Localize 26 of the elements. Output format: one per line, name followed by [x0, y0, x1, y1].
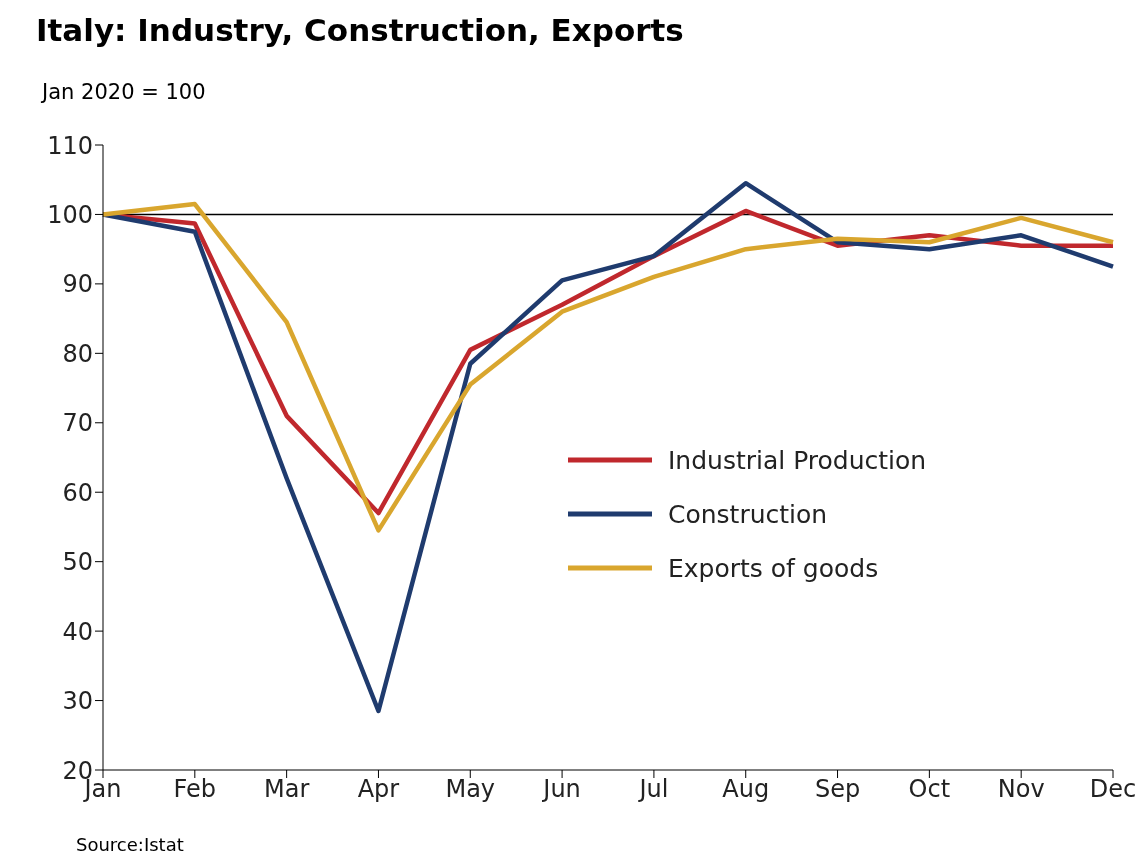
y-tick-label: 40: [62, 617, 93, 646]
x-tick-label: Oct: [908, 775, 951, 804]
y-tick-label: 110: [47, 131, 93, 160]
y-tick-label: 90: [62, 270, 93, 299]
x-tick-label: Mar: [264, 775, 310, 804]
x-tick-label: Jun: [541, 775, 581, 804]
x-tick-label: Apr: [357, 775, 400, 804]
y-tick-label: 70: [62, 409, 93, 438]
x-tick-label: May: [445, 775, 496, 804]
legend-label: Exports of goods: [668, 553, 879, 583]
y-tick-label: 80: [62, 339, 93, 368]
x-tick-label: Sep: [814, 775, 861, 804]
y-tick-label: 50: [62, 548, 93, 577]
chart-subtitle: Jan 2020 = 100: [42, 80, 206, 104]
legend-label: Industrial Production: [668, 445, 927, 475]
y-tick-label: 60: [62, 478, 93, 507]
x-tick-label: Aug: [722, 775, 770, 804]
legend-label: Construction: [668, 499, 828, 529]
x-tick-label: Feb: [173, 775, 217, 804]
chart-title: Italy: Industry, Construction, Exports: [36, 12, 684, 48]
y-tick-label: 100: [47, 200, 93, 229]
x-tick-label: Nov: [997, 775, 1045, 804]
x-tick-label: Jul: [637, 775, 669, 804]
x-tick-label: Dec: [1089, 775, 1137, 804]
source-note: Source:Istat: [76, 834, 184, 855]
y-tick-label: 30: [62, 687, 93, 716]
